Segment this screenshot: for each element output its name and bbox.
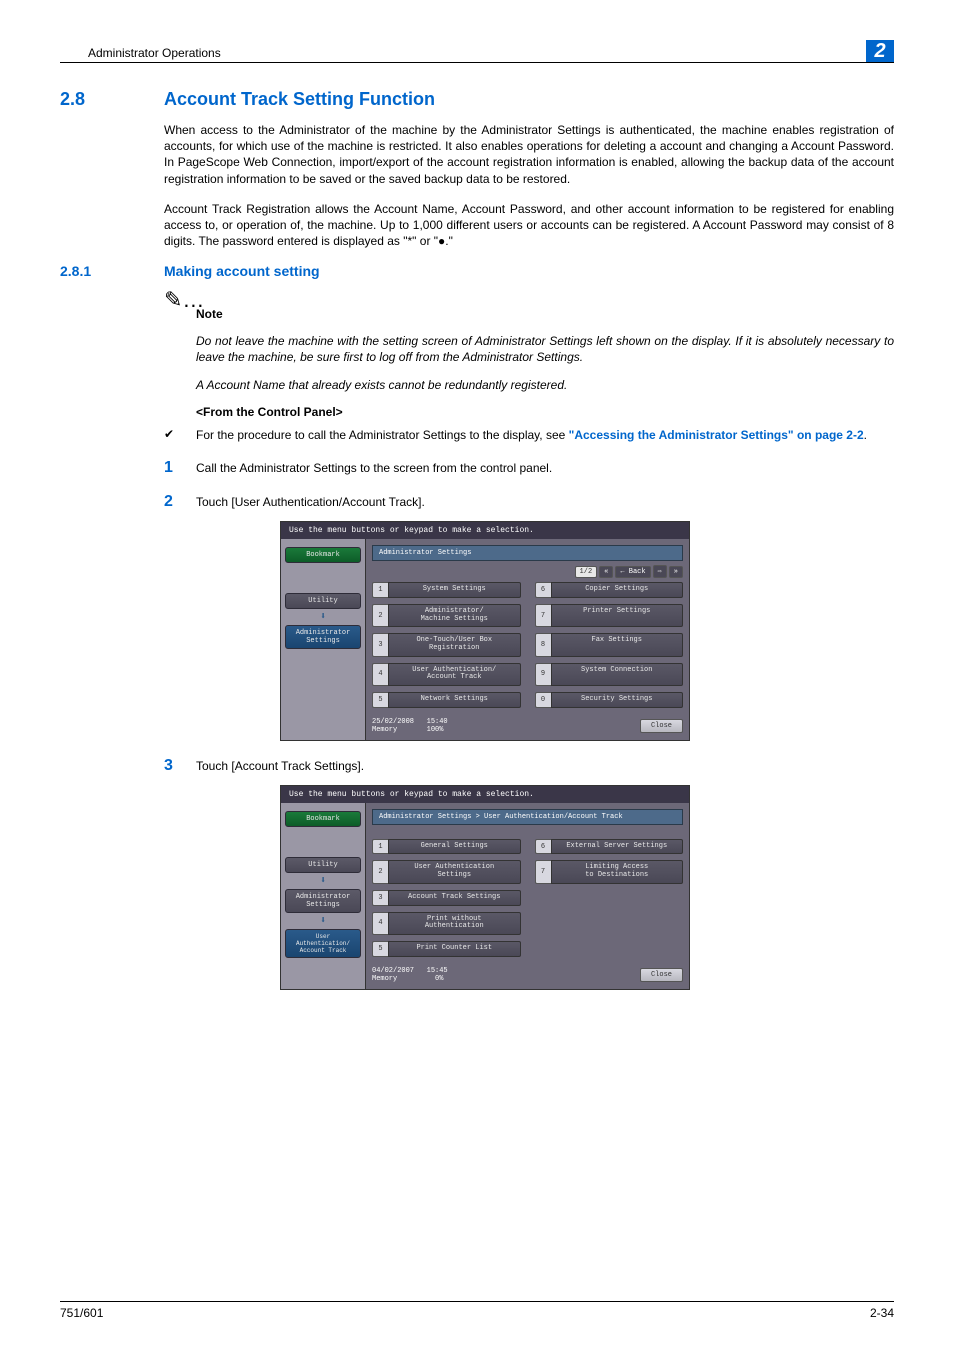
admin-settings-button[interactable]: Administrator Settings — [285, 889, 361, 913]
menu-print-counter-list[interactable]: 5Print Counter List — [372, 941, 521, 957]
back-button[interactable]: ← Back — [615, 566, 650, 578]
panel-heading: <From the Control Panel> — [196, 405, 894, 419]
ss1-time: 15:40 — [427, 718, 448, 726]
ss2-instruction: Use the menu buttons or keypad to make a… — [281, 786, 689, 803]
ss2-main: Administrator Settings > User Authentica… — [365, 803, 689, 989]
down-arrow-icon: ⬇ — [285, 915, 361, 927]
check-text-b: . — [864, 428, 867, 442]
control-panel-screenshot-1: Use the menu buttons or keypad to make a… — [280, 521, 690, 741]
ss2-date: 04/02/2007 — [372, 967, 414, 975]
step-text: Touch [Account Track Settings]. — [196, 759, 364, 773]
down-arrow-icon: ⬇ — [285, 611, 361, 623]
ss1-sidebar: Bookmark Utility ⬇ Administrator Setting… — [281, 539, 365, 740]
procedure-note: ✔ For the procedure to call the Administ… — [164, 427, 894, 443]
nav-next-icon[interactable]: » — [669, 566, 683, 578]
ss1-menu: 1System Settings 6Copier Settings 2Admin… — [372, 582, 683, 708]
para2-b: ." — [445, 234, 453, 248]
menu-system-connection[interactable]: 9System Connection — [535, 663, 684, 686]
menu-account-track-settings[interactable]: 3Account Track Settings — [372, 890, 521, 906]
down-arrow-icon: ⬇ — [285, 875, 361, 887]
ss2-menu: 1General Settings 6External Server Setti… — [372, 839, 683, 957]
section-heading: 2.8 Account Track Setting Function — [60, 89, 894, 110]
section-number: 2.8 — [60, 89, 120, 110]
menu-fax-settings[interactable]: 8Fax Settings — [535, 633, 684, 656]
step-number: 2 — [164, 493, 176, 511]
menu-limiting-access[interactable]: 7Limiting Access to Destinations — [535, 860, 684, 883]
section-paragraph-1: When access to the Administrator of the … — [164, 122, 894, 187]
footer-page: 2-34 — [870, 1306, 894, 1320]
page-indicator: 1/2 — [575, 566, 598, 578]
user-auth-track-button[interactable]: User Authentication/ Account Track — [285, 929, 361, 958]
section-paragraph-2: Account Track Registration allows the Ac… — [164, 201, 894, 250]
subsection-title: Making account setting — [164, 263, 320, 279]
ss2-breadcrumb: Administrator Settings > User Authentica… — [372, 809, 683, 825]
menu-user-auth-settings[interactable]: 2User Authentication Settings — [372, 860, 521, 883]
menu-printer-settings[interactable]: 7Printer Settings — [535, 604, 684, 627]
footer-model: 751/601 — [60, 1306, 103, 1320]
menu-user-auth[interactable]: 4User Authentication/ Account Track — [372, 663, 521, 686]
bookmark-button[interactable]: Bookmark — [285, 547, 361, 563]
check-text-a: For the procedure to call the Administra… — [196, 428, 569, 442]
ss1-main: Administrator Settings 1/2 « ← Back ⇨ » … — [365, 539, 689, 740]
page-header: Administrator Operations 2 — [60, 40, 894, 63]
bookmark-button[interactable]: Bookmark — [285, 811, 361, 827]
menu-admin-machine[interactable]: 2Administrator/ Machine Settings — [372, 604, 521, 627]
menu-onetouch[interactable]: 3One-Touch/User Box Registration — [372, 633, 521, 656]
cross-reference[interactable]: "Accessing the Administrator Settings" o… — [569, 428, 864, 442]
menu-print-without-auth[interactable]: 4Print without Authentication — [372, 912, 521, 935]
chapter-number: 2 — [866, 40, 894, 62]
procedure-text: For the procedure to call the Administra… — [196, 427, 894, 443]
menu-general-settings[interactable]: 1General Settings — [372, 839, 521, 855]
menu-system-settings[interactable]: 1System Settings — [372, 582, 521, 598]
step-number: 3 — [164, 757, 176, 775]
ss1-date: 25/02/2008 — [372, 718, 414, 726]
step-2: 2 Touch [User Authentication/Account Tra… — [164, 493, 894, 511]
close-button[interactable]: Close — [640, 968, 683, 982]
step-1: 1 Call the Administrator Settings to the… — [164, 459, 894, 477]
checkmark-icon: ✔ — [164, 427, 180, 441]
section-title: Account Track Setting Function — [164, 89, 435, 110]
ss1-pct: 100% — [427, 726, 444, 734]
ss2-pct: 0% — [435, 975, 443, 983]
ss2-footer: 04/02/2007 15:45 Memory 0% Close — [372, 967, 683, 983]
para2-a: Account Track Registration allows the Ac… — [164, 202, 894, 248]
step-text: Call the Administrator Settings to the s… — [196, 461, 552, 475]
utility-button[interactable]: Utility — [285, 593, 361, 609]
menu-network-settings[interactable]: 5Network Settings — [372, 692, 521, 708]
menu-copier-settings[interactable]: 6Copier Settings — [535, 582, 684, 598]
utility-button[interactable]: Utility — [285, 857, 361, 873]
control-panel-screenshot-2: Use the menu buttons or keypad to make a… — [280, 785, 690, 990]
close-button[interactable]: Close — [640, 719, 683, 733]
ss1-nav: 1/2 « ← Back ⇨ » — [372, 565, 683, 578]
admin-settings-button[interactable]: Administrator Settings — [285, 625, 361, 649]
ss1-mem: Memory — [372, 726, 397, 734]
subsection-number: 2.8.1 — [60, 263, 120, 279]
nav-fwd-icon[interactable]: ⇨ — [653, 565, 667, 578]
step-text: Touch [User Authentication/Account Track… — [196, 495, 425, 509]
note-label: Note — [196, 307, 894, 321]
note-icon: ✎… — [164, 293, 894, 306]
ss1-breadcrumb: Administrator Settings — [372, 545, 683, 561]
note-body-2: A Account Name that already exists canno… — [196, 377, 894, 393]
header-title: Administrator Operations — [60, 46, 221, 60]
ss1-instruction: Use the menu buttons or keypad to make a… — [281, 522, 689, 539]
ss1-footer: 25/02/2008 15:40 Memory 100% Close — [372, 718, 683, 734]
step-number: 1 — [164, 459, 176, 477]
nav-prev-icon[interactable]: « — [599, 566, 613, 578]
page-footer: 751/601 2-34 — [60, 1301, 894, 1320]
subsection-heading: 2.8.1 Making account setting — [60, 263, 894, 279]
ss2-time: 15:45 — [427, 967, 448, 975]
ss2-sidebar: Bookmark Utility ⬇ Administrator Setting… — [281, 803, 365, 989]
menu-external-server[interactable]: 6External Server Settings — [535, 839, 684, 855]
note-body-1: Do not leave the machine with the settin… — [196, 333, 894, 365]
menu-security-settings[interactable]: 0Security Settings — [535, 692, 684, 708]
step-3: 3 Touch [Account Track Settings]. — [164, 757, 894, 775]
ss2-mem: Memory — [372, 975, 397, 983]
